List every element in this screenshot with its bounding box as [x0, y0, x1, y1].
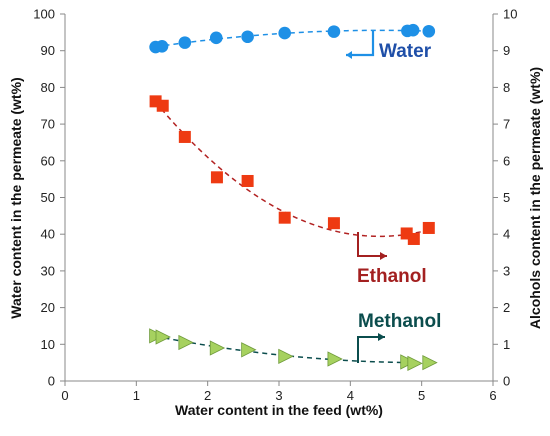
- water-point: [155, 39, 169, 53]
- methanol-point: [407, 355, 423, 372]
- right-y-tick-label: 3: [503, 263, 510, 278]
- water-point: [178, 36, 192, 49]
- left-y-tick-label: 30: [41, 263, 55, 278]
- right-y-tick-label: 2: [503, 300, 510, 315]
- water-point: [422, 24, 436, 38]
- trendline-ethanol: [155, 101, 429, 238]
- left-y-tick-label: 100: [33, 7, 55, 22]
- left-y-tick-label: 70: [41, 117, 55, 132]
- water-point: [241, 30, 254, 44]
- legend-label-water: Water: [379, 41, 432, 62]
- x-tick-label: 3: [275, 388, 282, 403]
- ethanol-arrow: [357, 232, 387, 257]
- methanol-point: [422, 355, 438, 371]
- right-y-tick-label: 0: [503, 374, 510, 389]
- water-arrow-head: [346, 51, 352, 59]
- right-y-tick-label: 4: [503, 227, 510, 242]
- water-point: [278, 26, 292, 40]
- x-axis-title: Water content in the feed (wt%): [175, 402, 383, 418]
- water-point: [209, 31, 223, 45]
- ethanol-point: [327, 217, 340, 230]
- right-y-tick-label: 10: [503, 7, 517, 22]
- legend-label-ethanol: Ethanol: [357, 266, 427, 287]
- right-y-tick-label: 7: [503, 117, 510, 132]
- right-y-tick-label: 5: [503, 190, 510, 205]
- x-tick-label: 2: [204, 388, 211, 403]
- water-point: [406, 23, 420, 37]
- left-y-tick-label: 90: [41, 43, 55, 58]
- methanol-arrow: [357, 336, 385, 363]
- left-y-tick-label: 40: [41, 227, 55, 242]
- methanol-arrow-head: [378, 333, 385, 341]
- legend-label-methanol: Methanol: [358, 311, 441, 332]
- x-tick-label: 1: [133, 388, 140, 403]
- left-y-tick-label: 0: [48, 374, 55, 389]
- right-y-tick-label: 6: [503, 153, 510, 168]
- right-y-tick-label: 8: [503, 80, 510, 95]
- right-y-tick-label: 1: [503, 337, 510, 352]
- left-y-tick-label: 80: [41, 80, 55, 95]
- methanol-point: [155, 329, 171, 345]
- trendline-methanol: [155, 335, 429, 364]
- left-y-tick-label: 20: [41, 300, 55, 315]
- right-y-tick-label: 9: [503, 43, 510, 58]
- ethanol-point: [241, 174, 254, 187]
- ethanol-point: [156, 99, 169, 112]
- ethanol-point: [422, 221, 435, 234]
- x-tick-label: 6: [489, 388, 496, 403]
- x-tick-label: 0: [61, 388, 68, 403]
- ethanol-point: [210, 171, 223, 184]
- methanol-point: [241, 342, 257, 358]
- left-y-tick-label: 10: [41, 337, 55, 352]
- right-y-axis-title: Alcohols content in the permeate (wt%): [527, 67, 543, 329]
- x-tick-label: 4: [347, 388, 354, 403]
- ethanol-point: [278, 211, 291, 224]
- x-tick-label: 5: [418, 388, 425, 403]
- ethanol-arrow-head: [380, 252, 387, 260]
- left-y-axis-title: Water content in the permeate (wt%): [8, 77, 24, 318]
- data-points: [149, 23, 438, 372]
- ticks: 0 1 2 3 4 5 6010203040506070809010001234567891…: [33, 7, 517, 404]
- methanol-point: [327, 351, 343, 367]
- ethanol-point: [407, 232, 420, 245]
- left-y-tick-label: 60: [41, 153, 55, 168]
- ethanol-point: [178, 130, 191, 143]
- water-point: [327, 25, 341, 38]
- series-annotations: Water Ethanol Methanol: [346, 30, 441, 363]
- methanol-point: [178, 334, 194, 351]
- methanol-point: [278, 348, 294, 365]
- methanol-point: [209, 340, 226, 356]
- water-arrow: [346, 30, 375, 57]
- trendline-water: [155, 29, 429, 48]
- left-y-tick-label: 50: [41, 190, 55, 205]
